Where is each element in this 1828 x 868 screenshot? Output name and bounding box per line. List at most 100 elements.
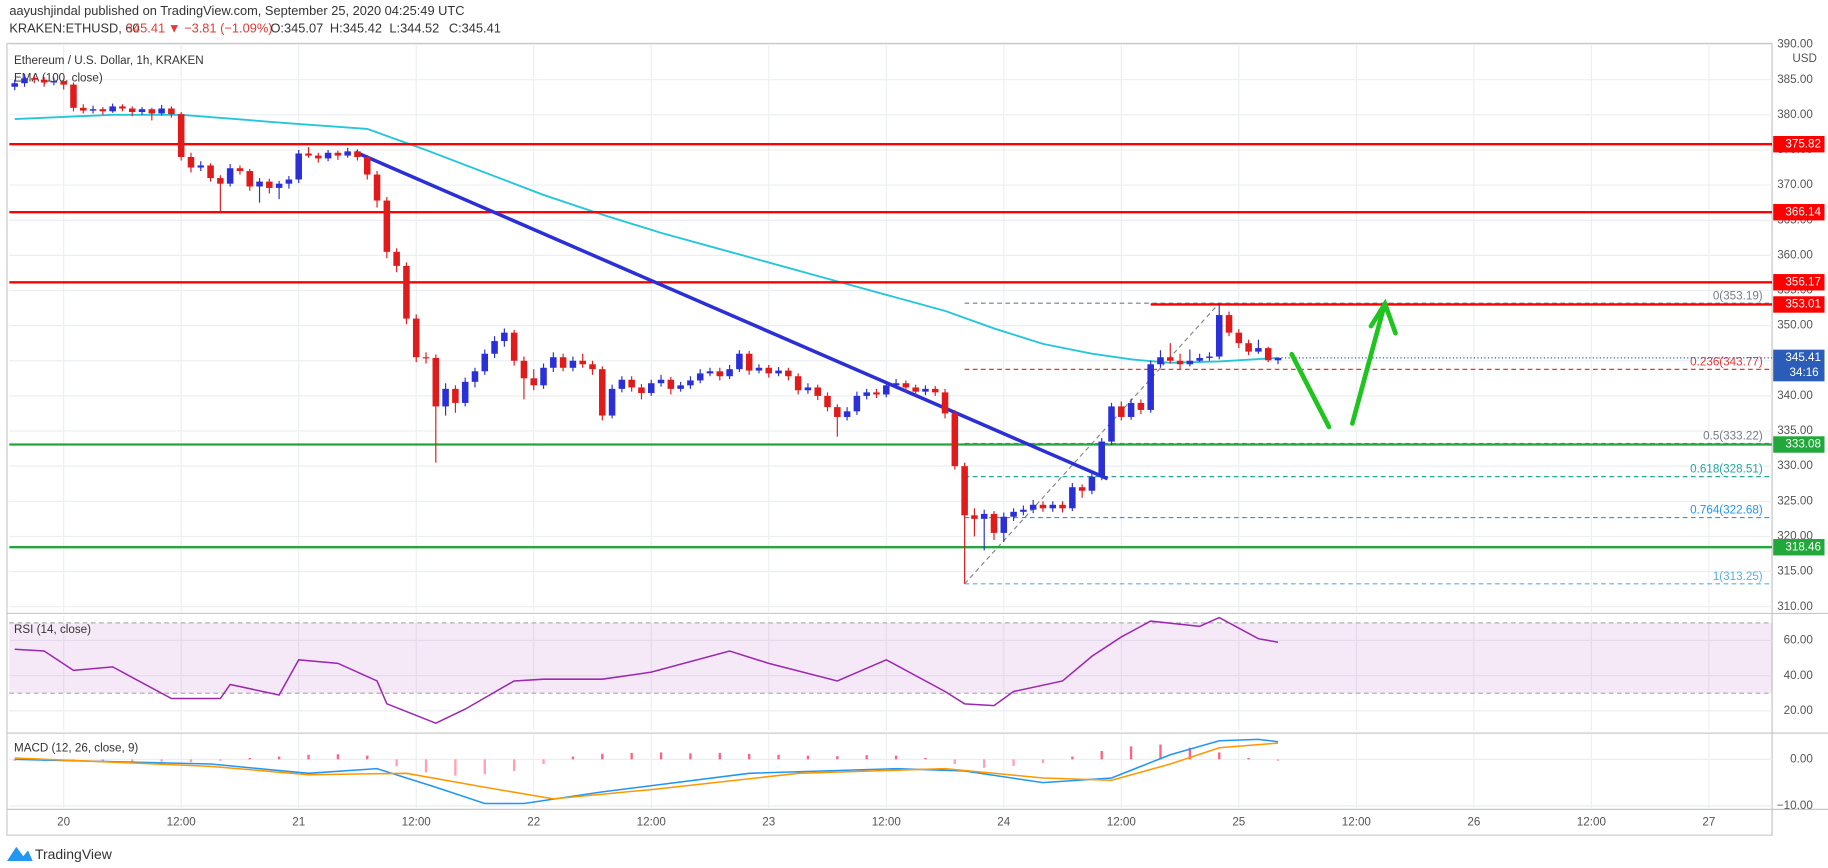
candle-body xyxy=(452,388,459,403)
candle-body xyxy=(971,515,978,519)
macd-histogram-bar xyxy=(512,759,516,771)
macd-histogram-bar xyxy=(1276,759,1280,761)
close: C:345.41 xyxy=(449,21,501,36)
candle-body xyxy=(1039,504,1047,509)
last-price: 345.41 xyxy=(126,21,165,36)
candle-body xyxy=(207,165,214,179)
macd-histogram-bar xyxy=(953,759,956,765)
candle-body xyxy=(1020,509,1027,512)
candle-body xyxy=(726,369,733,377)
x-tick-label: 12:00 xyxy=(402,815,432,828)
candle-body xyxy=(1088,476,1096,491)
candle-body xyxy=(31,78,38,80)
candle-body xyxy=(1147,364,1154,410)
candle-body xyxy=(1225,315,1233,333)
candle-body xyxy=(491,341,498,354)
candle-body xyxy=(119,106,126,109)
change: ▼ −3.81 (−1.09%) xyxy=(168,21,273,36)
x-tick-label: 22 xyxy=(527,815,540,828)
x-tick-label: 24 xyxy=(997,815,1010,828)
candle-body xyxy=(1137,402,1145,410)
rsi-band xyxy=(9,622,1773,694)
candle-body xyxy=(177,114,185,157)
last-price-tag xyxy=(1773,349,1825,382)
candle-body xyxy=(628,379,635,388)
candle-body xyxy=(315,155,322,159)
symbol: KRAKEN:ETHUSD, 60 xyxy=(9,21,139,36)
open: O:345.07 xyxy=(270,21,323,36)
macd-histogram-bar xyxy=(718,752,721,760)
candle-body xyxy=(1196,357,1203,361)
macd-histogram-bar xyxy=(748,753,751,760)
candle-body xyxy=(266,181,273,188)
macd-histogram-bar xyxy=(395,759,398,767)
y-tick-label: 310.00 xyxy=(1777,600,1813,613)
y-tick-label: 390.00 xyxy=(1777,38,1813,51)
candle-body xyxy=(941,392,949,414)
macd-histogram-bar xyxy=(336,754,340,760)
macd-histogram-bar xyxy=(101,759,105,762)
candle-body xyxy=(765,367,773,374)
candle-body xyxy=(89,109,97,111)
candle-body xyxy=(540,367,547,386)
candle-body xyxy=(736,353,743,370)
candle-body xyxy=(677,385,684,389)
candle-body xyxy=(246,171,254,187)
candle-body xyxy=(1274,357,1282,361)
macd-histogram-bar xyxy=(131,759,134,763)
candle-body xyxy=(99,109,107,112)
y-tick-label: 60.00 xyxy=(1784,634,1814,647)
candle-body xyxy=(775,370,782,374)
indicator-line xyxy=(14,738,1279,805)
candle-body xyxy=(883,385,890,395)
y-tick-label: 335.00 xyxy=(1777,424,1813,437)
y-tick-label: 360.00 xyxy=(1777,248,1813,261)
macd-histogram-bar xyxy=(659,752,663,760)
candle-body xyxy=(354,151,361,157)
macd-histogram-bar xyxy=(454,759,457,776)
candle-body xyxy=(285,179,293,184)
macd-histogram-bar xyxy=(542,759,545,765)
candle-body xyxy=(1118,406,1125,417)
candle-body xyxy=(236,168,244,172)
candle-body xyxy=(344,151,351,156)
y-tick-label: −10.00 xyxy=(1777,799,1813,812)
candle-body xyxy=(324,152,332,159)
x-tick-label: 12:00 xyxy=(637,815,667,828)
y-tick-label: 315.00 xyxy=(1777,565,1813,578)
pane-title: RSI (14, close) xyxy=(14,623,91,636)
candle-body xyxy=(197,165,205,168)
y-tick-label: 0.00 xyxy=(1790,752,1813,765)
candle-body xyxy=(696,373,704,381)
candle-body xyxy=(1059,504,1066,509)
candle-body xyxy=(608,388,616,416)
low: L:344.52 xyxy=(389,21,439,36)
candle-body xyxy=(334,152,342,156)
macd-histogram-bar xyxy=(894,755,898,760)
ema-line xyxy=(14,113,1279,364)
candle-body xyxy=(706,371,714,374)
candle-body xyxy=(11,83,18,87)
candle-body xyxy=(647,383,655,394)
candle-body xyxy=(853,395,861,412)
level-tag xyxy=(1773,436,1825,453)
candle-body xyxy=(461,381,469,403)
candle-body xyxy=(1127,402,1135,417)
fib-label: 0.236(343.77) xyxy=(1690,355,1763,368)
candle-body xyxy=(961,466,968,516)
macd-histogram-bar xyxy=(1218,752,1221,760)
level-label: 375.82 xyxy=(1785,137,1821,150)
level-tag xyxy=(1773,539,1825,556)
candle-body xyxy=(599,369,606,416)
candle-body xyxy=(579,360,586,365)
trendline xyxy=(354,150,1109,481)
candle-body xyxy=(1235,332,1243,344)
candle-body xyxy=(481,353,489,372)
candle-body xyxy=(1049,504,1057,509)
candle-body xyxy=(912,387,919,392)
macd-histogram-bar xyxy=(836,756,839,760)
macd-histogram-bar xyxy=(248,757,251,760)
candle-body xyxy=(569,360,577,368)
candle-body xyxy=(187,156,195,168)
